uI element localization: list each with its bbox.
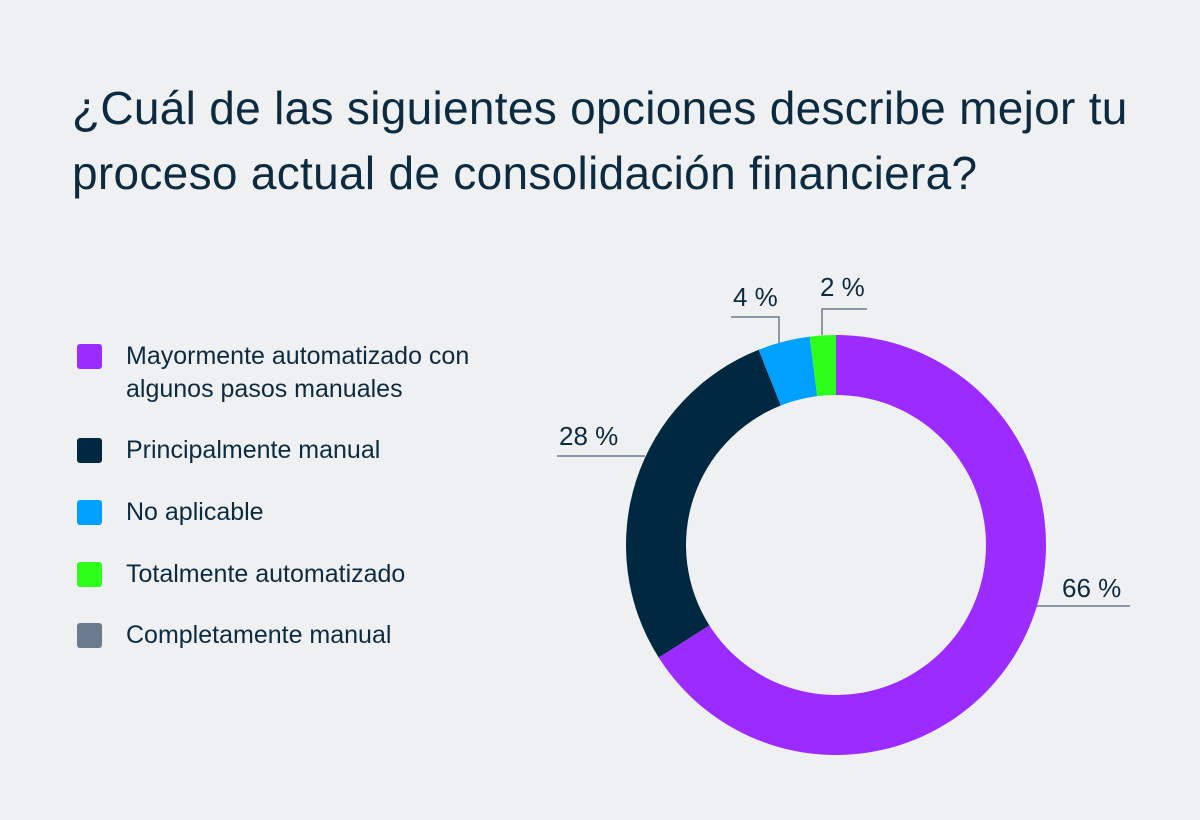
data-label: 28 % [559,421,618,451]
data-label: 4 % [733,282,778,312]
legend-label: Mayormente automatizado con algunos paso… [126,342,470,403]
legend-swatch [77,562,102,587]
donut-slice [809,335,836,397]
leader-line [731,316,780,343]
legend-item: Principalmente manual [77,434,537,467]
donut-slice [658,335,1047,756]
legend-label: Totalmente automatizado [126,560,406,588]
legend-label: Principalmente manual [126,436,381,464]
data-label: 2 % [820,272,865,302]
legend-item: Completamente manual [77,619,537,652]
chart-title: ¿Cuál de las siguientes opciones describ… [72,82,1128,199]
legend-label: Completamente manual [126,621,392,649]
legend-item: Totalmente automatizado [77,558,537,591]
legend-swatch [77,623,102,648]
legend-swatch [77,344,102,369]
legend-label: No aplicable [126,498,264,526]
leader-line [821,308,867,335]
donut-slice [626,349,781,658]
legend-swatch [77,500,102,525]
data-label: 66 % [1062,573,1121,603]
legend-item: No aplicable [77,496,537,529]
legend-item: Mayormente automatizado con algunos paso… [77,340,537,406]
legend-swatch [77,438,102,463]
donut-slice [758,336,818,406]
